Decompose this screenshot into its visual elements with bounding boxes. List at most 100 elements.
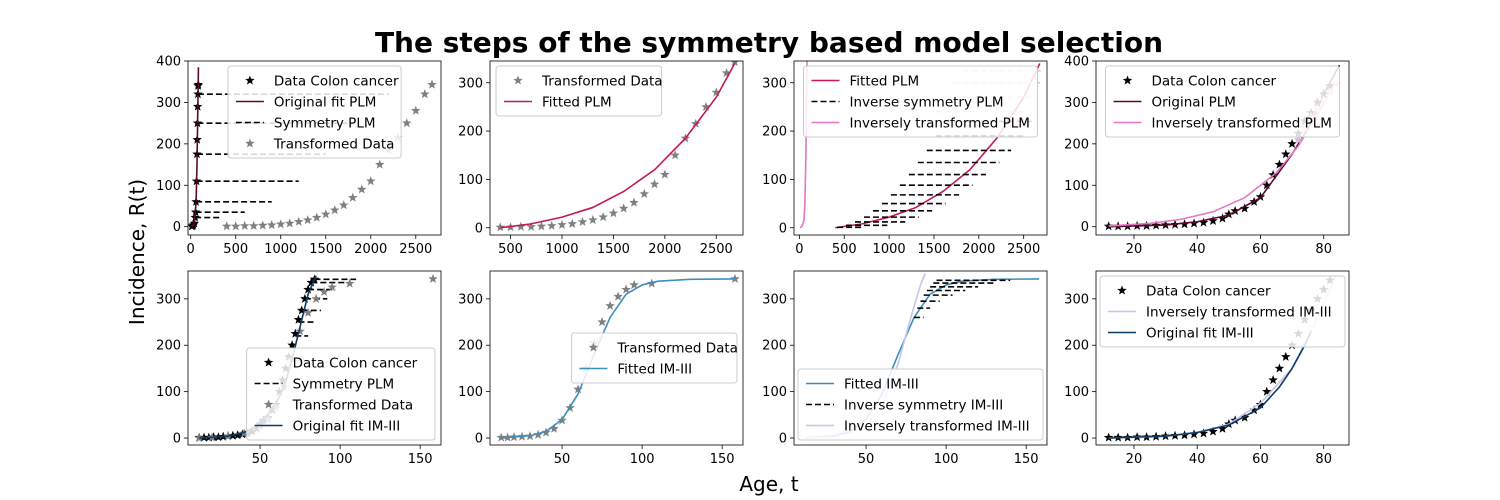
data-point-star (366, 176, 376, 186)
y-tick-label: 200 (156, 137, 181, 152)
data-point-star (1224, 209, 1234, 219)
y-tick-label: 400 (156, 55, 181, 70)
chart-panel-top-2: 500 1000 1500 2000 2500 0 100 200 300 Transformed… (458, 60, 744, 257)
data-point-star (1198, 428, 1209, 438)
data-point-star (1198, 217, 1209, 227)
legend-label: Transformed Data (541, 74, 663, 90)
data-point-star (495, 222, 506, 232)
x-tick-label: 1000 (545, 242, 578, 257)
data-point-star (618, 203, 629, 213)
x-tick-label: 100 (934, 452, 959, 467)
x-axis-label: Age, t (739, 472, 798, 496)
data-point-star (232, 430, 243, 440)
legend-label: Fitted PLM (850, 74, 920, 90)
data-point-star (1249, 405, 1259, 415)
x-tick-label: 60 (1252, 452, 1269, 467)
y-tick-label: 200 (1064, 339, 1089, 354)
y-tick-label: 0 (475, 432, 483, 447)
y-tick-label: 200 (458, 125, 483, 140)
data-point-star (721, 68, 732, 78)
legend-marker-star (263, 399, 274, 409)
data-point-star (319, 286, 329, 296)
x-tick-label: 40 (1189, 242, 1206, 257)
y-tick-label: 0 (173, 432, 181, 447)
y-tick-label: 100 (156, 385, 181, 400)
legend: Fitted PLM Inverse symmetry PLM Inversely … (803, 65, 1038, 138)
data-point-star (629, 197, 639, 207)
data-point-star (293, 314, 304, 324)
data-point-star (321, 209, 331, 219)
legend: Transformed Data Fitted IM-III (570, 332, 738, 384)
x-tick-label: 80 (1315, 452, 1332, 467)
series-line (500, 63, 736, 229)
data-point-star (293, 216, 304, 226)
legend-label: Data Colon cancer (1152, 74, 1277, 90)
y-tick-label: 200 (1064, 137, 1089, 152)
legend-box (797, 368, 1044, 441)
legend-label: Symmetry PLM (293, 377, 395, 393)
y-tick-label: 300 (156, 292, 181, 307)
legend: Data Colon cancer Original fit PLM Symmetr… (227, 65, 402, 159)
legend-marker-star (1122, 75, 1133, 85)
y-tick-label: 0 (779, 221, 787, 236)
legend-label: Transformed Data (292, 398, 414, 414)
data-point-star (1217, 213, 1228, 223)
legend-box (1099, 275, 1346, 348)
data-point-star (660, 169, 670, 179)
data-point-star (295, 326, 305, 336)
legend-label: Original PLM (1152, 95, 1236, 111)
data-point-star (1293, 134, 1304, 144)
data-point-star (1189, 218, 1199, 228)
data-point-star (701, 101, 711, 111)
data-point-star (1280, 149, 1291, 159)
y-tick-label: 0 (173, 220, 181, 235)
data-point-star (248, 220, 259, 230)
x-tick-label: 40 (1189, 452, 1206, 467)
data-point-star (330, 205, 340, 215)
legend-label: Inverse symmetry IM-III (844, 398, 1003, 414)
data-point-star (649, 179, 660, 189)
x-tick-label: 100 (630, 452, 655, 467)
data-point-star (427, 79, 437, 89)
x-tick-label: 50 (554, 452, 571, 467)
legend-label: Original fit IM-III (1146, 326, 1254, 342)
data-point-star (375, 159, 385, 169)
x-tick-label: 50 (252, 452, 269, 467)
axes-frame (1095, 60, 1350, 236)
y-axis-label: Incidence, R(t) (125, 179, 149, 325)
legend-marker-star (245, 75, 255, 85)
data-point-star (588, 215, 598, 225)
data-point-star (598, 212, 608, 222)
data-point-star (536, 221, 547, 231)
data-point-star (239, 220, 250, 230)
legend: Fitted IM-III Inverse symmetry IM-III Inve… (797, 368, 1044, 441)
data-point-star (266, 220, 277, 230)
data-point-star (1274, 363, 1285, 373)
chart-panel-top-4: 20 40 60 80 0 100 200 300 400 Data Colon cancer Or… (1064, 55, 1350, 257)
x-tick-label: 2500 (399, 242, 432, 257)
data-point-star (730, 273, 740, 283)
chart-panel-top-3: 0 500 1000 1500 2000 2500 0 100 200 300 Fitted PLM… (762, 60, 1048, 257)
legend: Data Colon cancer Original PLM Inversely t… (1105, 65, 1340, 138)
y-tick-label: 200 (156, 339, 181, 354)
chart-panel-bottom-1: 50 100 150 0 100 200 300 Data Colon cancer Symme… (156, 270, 442, 467)
data-point-star (221, 221, 232, 231)
axes-frame (489, 60, 744, 236)
axes-frame (187, 60, 442, 236)
legend-marker-star (588, 342, 599, 352)
y-tick-label: 300 (458, 76, 483, 91)
data-point-star (1217, 423, 1228, 433)
legend-label: Fitted PLM (542, 95, 612, 111)
x-tick-label: 500 (832, 242, 857, 257)
data-point-star (275, 219, 286, 229)
legend-label: Original fit PLM (274, 95, 377, 111)
data-point-star (1239, 203, 1250, 213)
data-point-star (557, 219, 567, 229)
x-tick-label: 80 (1315, 242, 1332, 257)
x-tick-label: 1500 (597, 242, 630, 257)
data-point-star (1274, 159, 1285, 169)
chart-panel-bottom-2: 50 100 150 0 100 200 300 Transformed Data Fitted… (458, 270, 744, 467)
y-tick-label: 400 (1064, 55, 1089, 70)
data-point-star (420, 89, 430, 99)
